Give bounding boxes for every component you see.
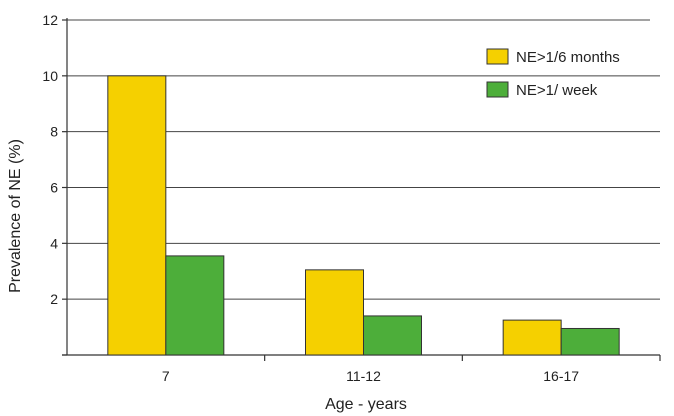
y-tick-label-10: 10 xyxy=(42,68,58,84)
y-axis: 2 4 6 8 10 12 xyxy=(42,12,68,356)
y-tick-label-12: 12 xyxy=(42,12,58,28)
y-tick-label-6: 6 xyxy=(50,180,58,196)
y-tick-label-2: 2 xyxy=(50,291,58,307)
x-tick-label-7: 7 xyxy=(162,368,170,384)
legend: NE>1/6 months NE>1/ week xyxy=(486,48,620,99)
y-tick-label-4: 4 xyxy=(50,235,58,251)
x-tick-label-11-12: 11-12 xyxy=(346,368,381,384)
x-axis: 7 11-12 16-17 xyxy=(62,354,661,384)
bars xyxy=(107,75,620,356)
bar-16-17-series-1 xyxy=(502,319,562,356)
legend-label-1: NE>1/6 months xyxy=(516,49,620,66)
legend-label-2: NE>1/ week xyxy=(516,82,598,99)
x-tick-label-16-17: 16-17 xyxy=(543,368,579,384)
bar-7-series-1 xyxy=(107,75,167,356)
bar-11-12-series-1 xyxy=(305,269,364,356)
y-axis-title: Prevalence of NE (%) xyxy=(7,139,24,293)
bar-16-17-series-2 xyxy=(560,327,620,356)
y-tick-label-8: 8 xyxy=(50,124,58,140)
x-axis-title: Age - years xyxy=(325,396,407,413)
legend-swatch-1 xyxy=(486,48,509,65)
bar-7-series-2 xyxy=(165,255,225,356)
legend-swatch-2 xyxy=(486,81,509,98)
bar-11-12-series-2 xyxy=(363,315,422,356)
